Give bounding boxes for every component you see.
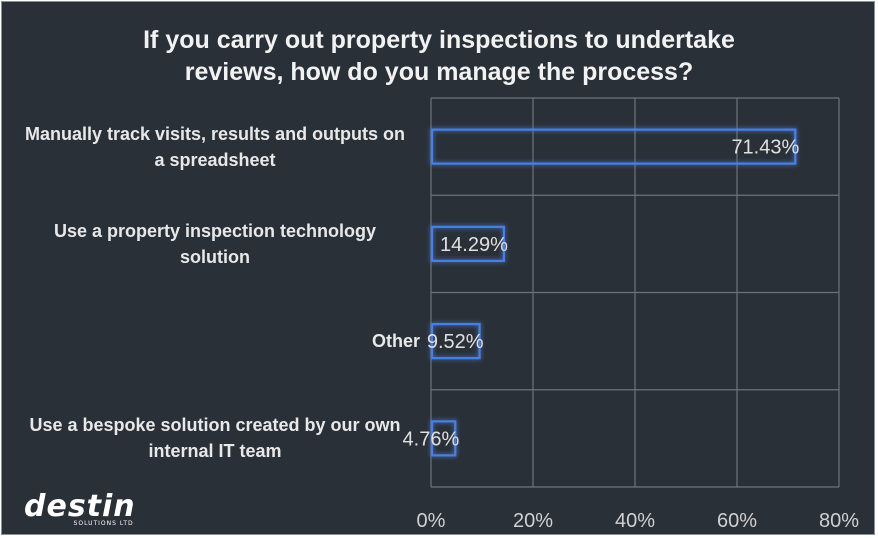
y-tick-label: Use a property inspection technology solu… [53,220,377,267]
bar [430,323,481,360]
x-tick-label: 40% [615,510,655,532]
bar [430,225,505,262]
chart-title: If you carry out property inspections to… [2,24,876,88]
logo-subtitle: SOLUTIONS LTD [73,520,134,527]
x-tick-label: 20% [513,510,553,532]
data-label: 14.29% [440,234,508,256]
y-tick-label: Manually track visits, results and outpu… [24,123,406,170]
logo-wordmark: destin [24,489,136,524]
y-tick-label: Other [371,331,420,352]
y-tick-label: Use a bespoke solution created by our ow… [29,415,401,462]
bar [430,128,797,165]
bar [430,420,457,457]
data-label: 9.52% [427,331,484,353]
chart-title-line-1: If you carry out property inspections to… [143,26,735,54]
data-label: 71.43% [731,137,799,159]
destin-logo: destin SOLUTIONS LTD [24,489,136,528]
chart-title-line-2: reviews, how do you manage the process? [184,58,694,86]
x-tick-label: 0% [417,510,446,532]
x-tick-label: 80% [819,510,859,532]
x-tick-label: 60% [717,510,757,532]
data-label: 4.76% [403,428,460,450]
